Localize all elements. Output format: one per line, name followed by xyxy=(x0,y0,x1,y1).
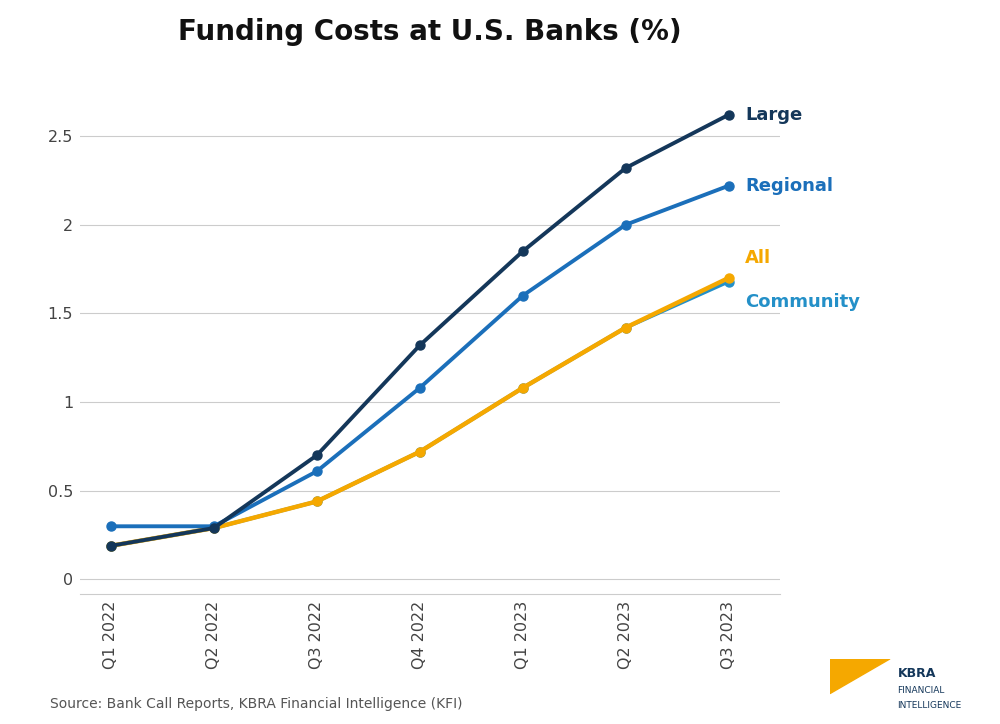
Text: Source: Bank Call Reports, KBRA Financial Intelligence (KFI): Source: Bank Call Reports, KBRA Financia… xyxy=(50,697,462,711)
Text: INTELLIGENCE: INTELLIGENCE xyxy=(898,701,962,710)
Text: KBRA: KBRA xyxy=(898,667,936,680)
Text: Large: Large xyxy=(745,106,802,124)
Polygon shape xyxy=(830,659,890,694)
Text: Regional: Regional xyxy=(745,177,833,195)
Text: FINANCIAL: FINANCIAL xyxy=(898,686,945,695)
Text: All: All xyxy=(745,249,771,267)
Title: Funding Costs at U.S. Banks (%): Funding Costs at U.S. Banks (%) xyxy=(178,18,682,46)
Text: Community: Community xyxy=(745,292,860,311)
